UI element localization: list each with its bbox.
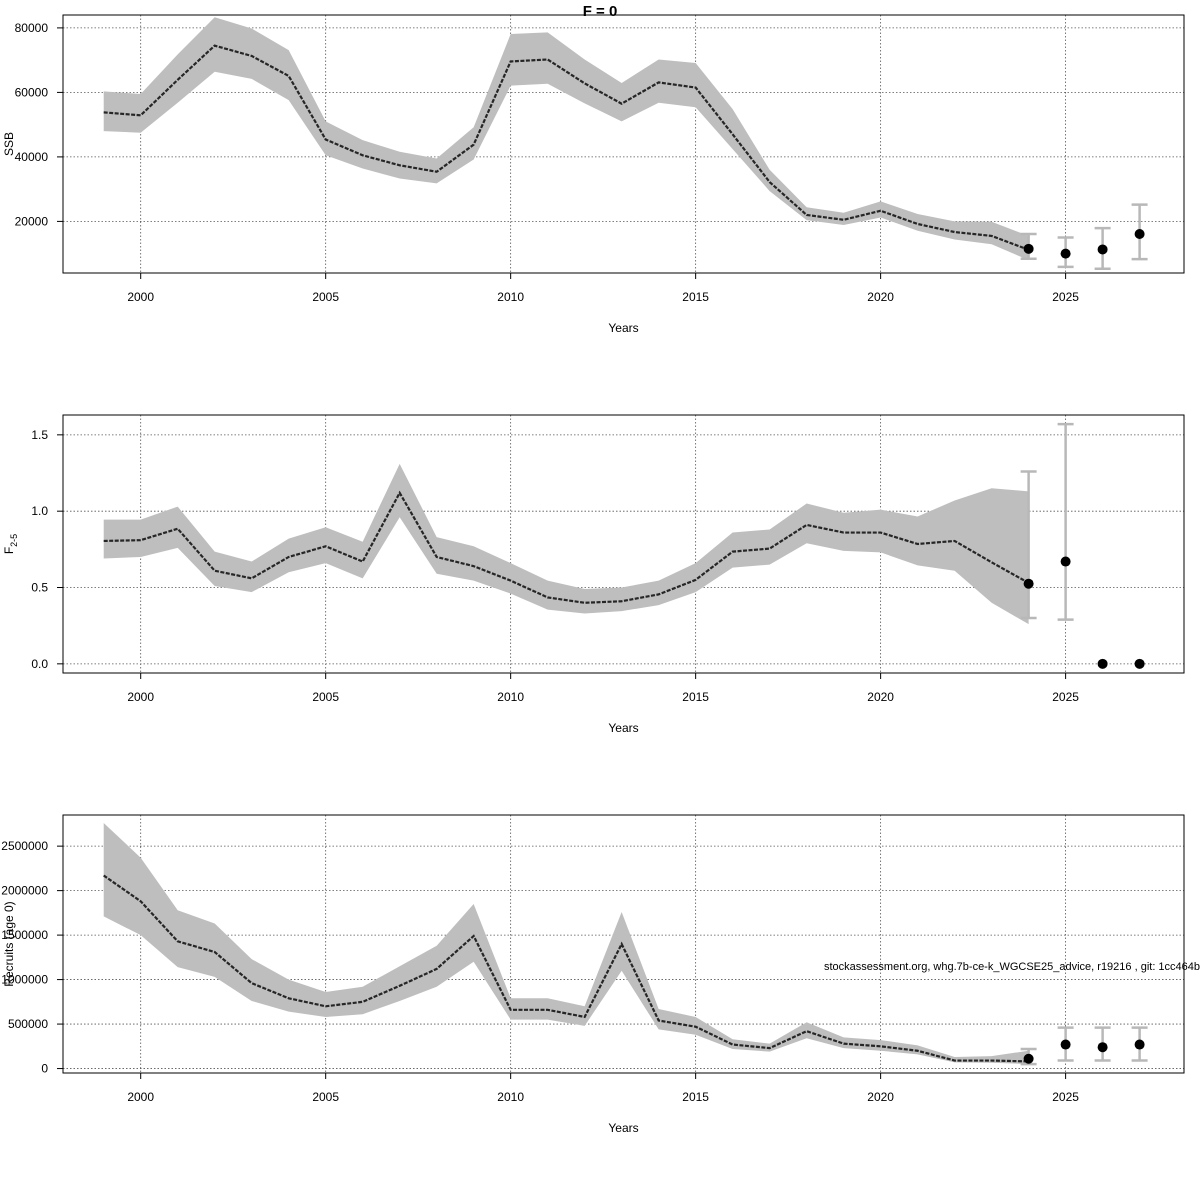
f-y-tick-label: 1.5 xyxy=(31,428,48,442)
ssb-y-tick-label: 20000 xyxy=(15,214,49,228)
f-forecast-point-2024 xyxy=(1023,578,1034,589)
f-y-axis-label-text: F xyxy=(2,547,16,554)
recruitment-x-tick-label: 2010 xyxy=(497,1090,524,1104)
f-y-tick-label: 0.5 xyxy=(31,581,48,595)
f-forecast-point-2026 xyxy=(1097,658,1108,669)
f-x-tick-label: 2000 xyxy=(127,690,154,704)
ssb-x-tick-label: 2010 xyxy=(497,290,524,304)
ssb-forecast-point-2024 xyxy=(1023,243,1034,254)
f-panel: 2000 2005 2010 2015 2020 2025 0.0 0.5 1.0 1.5 Year… xyxy=(2,414,1185,735)
recruitment-y-tick-label: 2500000 xyxy=(1,839,48,853)
recruitment-y-axis-label: Recruits (age 0) xyxy=(2,901,16,986)
recruitment-y-tick-label: 2000000 xyxy=(1,884,48,898)
ssb-x-tick-label: 2015 xyxy=(682,290,709,304)
recruitment-x-tick-label: 2015 xyxy=(682,1090,709,1104)
recruitment-x-tick-label: 2025 xyxy=(1052,1090,1079,1104)
ssb-y-tick-label: 60000 xyxy=(15,85,49,99)
f-y-axis-label-subscript: 2-5 xyxy=(9,534,19,547)
ssb-y-axis-label: SSB xyxy=(2,132,16,156)
recruitment-plot-frame xyxy=(62,814,1185,1074)
recruitment-forecast-point-2024 xyxy=(1023,1053,1034,1064)
recruitment-y-tick-label: 500000 xyxy=(8,1017,48,1031)
f-x-tick-label: 2010 xyxy=(497,690,524,704)
ssb-plot-frame xyxy=(62,14,1185,274)
recruitment-x-tick-label: 2020 xyxy=(867,1090,894,1104)
ssb-forecast-point-2027 xyxy=(1134,228,1145,239)
recruitment-x-tick-label: 2005 xyxy=(312,1090,339,1104)
recruitment-estimate-line xyxy=(103,874,1029,1063)
ssb-x-tick-label: 2020 xyxy=(867,290,894,304)
recruitment-forecast-point-2027 xyxy=(1134,1039,1145,1050)
f-forecast-point-2027 xyxy=(1134,658,1145,669)
f-x-axis-label: Years xyxy=(608,721,638,735)
ssb-x-tick-label: 2005 xyxy=(312,290,339,304)
ssb-forecast-point-2026 xyxy=(1097,244,1108,255)
f-y-tick-label: 0.0 xyxy=(31,657,48,671)
ssb-forecast-point-2025 xyxy=(1060,248,1071,259)
ssb-y-axis-label-text: SSB xyxy=(2,132,16,156)
ssb-x-axis-label: Years xyxy=(608,321,638,335)
ssb-y-tick-label: 40000 xyxy=(15,150,49,164)
ssb-y-tick-label: 80000 xyxy=(15,21,49,35)
recruitment-y-tick-label: 1000000 xyxy=(1,973,48,987)
f-x-tick-label: 2020 xyxy=(867,690,894,704)
recruitment-x-axis-label: Years xyxy=(608,1121,638,1135)
f-estimate-line xyxy=(103,490,1030,604)
ssb-panel: 2000 2005 2010 2015 2020 2025 20000 40000 60000 8… xyxy=(2,14,1185,335)
footnote: stockassessment.org, whg.7b-ce-k_WGCSE25… xyxy=(824,961,1200,973)
f-plot-frame xyxy=(62,414,1185,674)
f-x-tick-label: 2025 xyxy=(1052,690,1079,704)
recruitment-x-tick-label: 2000 xyxy=(127,1090,154,1104)
f-forecast-point-2025 xyxy=(1060,556,1071,567)
ssb-x-tick-label: 2025 xyxy=(1052,290,1079,304)
recruitment-panel: 2000 2005 2010 2015 2020 2025 0 500000 1000000 15… xyxy=(1,814,1185,1135)
ssb-x-tick-label: 2000 xyxy=(127,290,154,304)
f-x-tick-label: 2005 xyxy=(312,690,339,704)
ssb-confidence-band xyxy=(103,17,1029,261)
recruitment-forecast-point-2025 xyxy=(1060,1039,1071,1050)
recruitment-y-tick-label: 0 xyxy=(41,1062,48,1076)
recruitment-y-tick-label: 1500000 xyxy=(1,928,48,942)
f-y-tick-label: 1.0 xyxy=(31,504,48,518)
f-confidence-band xyxy=(103,463,1029,625)
f-x-tick-label: 2015 xyxy=(682,690,709,704)
figure-title: F = 0 xyxy=(583,3,618,20)
recruitment-y-axis-label-text: Recruits (age 0) xyxy=(2,901,16,986)
ssb-estimate-line xyxy=(103,44,1029,251)
recruitment-confidence-band xyxy=(103,823,1029,1065)
recruitment-forecast-point-2026 xyxy=(1097,1042,1108,1053)
f-y-axis-label: F2-5 xyxy=(2,534,19,554)
